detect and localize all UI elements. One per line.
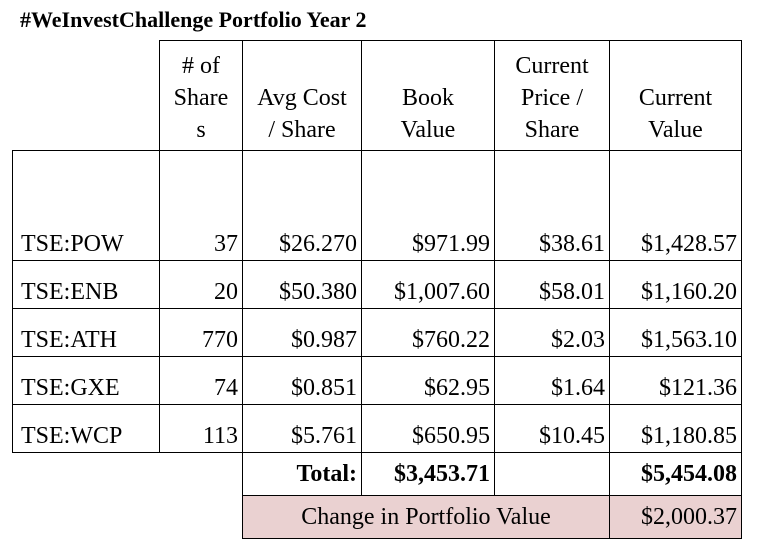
book-value-cell: $62.95 bbox=[361, 356, 495, 405]
header-current-value-line-2: Value bbox=[648, 117, 703, 143]
total-label: Total: bbox=[242, 452, 362, 496]
shares-cell: 37 bbox=[159, 150, 243, 261]
current-value-cell: $1,428.57 bbox=[609, 150, 742, 261]
current-value-cell: $1,180.85 bbox=[609, 404, 742, 453]
current-price-cell: $2.03 bbox=[494, 308, 610, 357]
header-shares-line-2: Share bbox=[173, 85, 229, 111]
book-value-cell: $1,007.60 bbox=[361, 260, 495, 309]
page-title: #WeInvestChallenge Portfolio Year 2 bbox=[20, 7, 367, 32]
header-current-price-line-2: Price / bbox=[521, 85, 583, 111]
change-row: Change in Portfolio Value $2,000.37 bbox=[13, 495, 742, 539]
current-value-cell: $1,160.20 bbox=[609, 260, 742, 309]
change-blank-cell bbox=[160, 496, 243, 539]
change-value: $2,000.37 bbox=[609, 495, 742, 539]
shares-cell: 113 bbox=[159, 404, 243, 453]
change-blank-cell bbox=[13, 496, 160, 539]
header-shares-line-1: # of bbox=[182, 53, 220, 79]
ticker-cell: TSE:ENB bbox=[12, 260, 160, 309]
header-current-price-line-1: Current bbox=[515, 53, 589, 79]
table-row: TSE:POW 37 $26.270 $971.99 $38.61 $1,428… bbox=[12, 150, 742, 261]
header-avg-cost-line-1: Avg Cost bbox=[257, 85, 347, 111]
ticker-cell: TSE:WCP bbox=[12, 404, 160, 453]
header-book-value-line-2: Value bbox=[400, 117, 456, 143]
total-book-value: $3,453.71 bbox=[361, 452, 495, 496]
book-value-cell: $760.22 bbox=[361, 308, 495, 357]
header-book-value: Book Value bbox=[361, 40, 495, 151]
header-current-price-line-3: Share bbox=[524, 117, 580, 143]
change-label: Change in Portfolio Value bbox=[242, 495, 610, 539]
shares-cell: 770 bbox=[159, 308, 243, 357]
total-current-value: $5,454.08 bbox=[609, 452, 742, 496]
ticker-cell: TSE:POW bbox=[12, 150, 160, 261]
header-shares: # of Share s bbox=[159, 40, 243, 151]
avg-cost-cell: $5.761 bbox=[242, 404, 362, 453]
avg-cost-cell: $50.380 bbox=[242, 260, 362, 309]
avg-cost-cell: $26.270 bbox=[242, 150, 362, 261]
table-row: TSE:ENB 20 $50.380 $1,007.60 $58.01 $1,1… bbox=[12, 260, 742, 309]
current-value-cell: $121.36 bbox=[609, 356, 742, 405]
current-price-cell: $10.45 bbox=[494, 404, 610, 453]
header-current-value: Current Value bbox=[609, 40, 742, 151]
table-row: TSE:WCP 113 $5.761 $650.95 $10.45 $1,180… bbox=[12, 404, 742, 453]
avg-cost-cell: $0.987 bbox=[242, 308, 362, 357]
header-shares-line-3: s bbox=[196, 117, 206, 143]
ticker-cell: TSE:GXE bbox=[12, 356, 160, 405]
shares-cell: 20 bbox=[159, 260, 243, 309]
ticker-cell: TSE:ATH bbox=[12, 308, 160, 357]
avg-cost-cell: $0.851 bbox=[242, 356, 362, 405]
header-current-price: Current Price / Share bbox=[494, 40, 610, 151]
book-value-cell: $971.99 bbox=[361, 150, 495, 261]
total-blank-cell bbox=[160, 453, 243, 496]
shares-cell: 74 bbox=[159, 356, 243, 405]
table-row: TSE:ATH 770 $0.987 $760.22 $2.03 $1,563.… bbox=[12, 308, 742, 357]
total-row: Total: $3,453.71 $5,454.08 bbox=[13, 452, 742, 496]
book-value-cell: $650.95 bbox=[361, 404, 495, 453]
table-row: TSE:GXE 74 $0.851 $62.95 $1.64 $121.36 bbox=[12, 356, 742, 405]
total-blank-cell bbox=[13, 453, 160, 496]
header-blank-cell bbox=[12, 40, 160, 151]
total-blank-price-cell bbox=[494, 452, 610, 496]
current-price-cell: $58.01 bbox=[494, 260, 610, 309]
header-avg-cost: Avg Cost / Share bbox=[242, 40, 362, 151]
header-row: # of Share s Avg Cost / Share Book Value… bbox=[12, 40, 742, 151]
header-avg-cost-line-2: / Share bbox=[268, 117, 336, 143]
portfolio-table: # of Share s Avg Cost / Share Book Value… bbox=[12, 40, 742, 539]
current-price-cell: $38.61 bbox=[494, 150, 610, 261]
current-value-cell: $1,563.10 bbox=[609, 308, 742, 357]
header-book-value-line-1: Book bbox=[401, 85, 454, 111]
current-price-cell: $1.64 bbox=[494, 356, 610, 405]
header-current-value-line-1: Current bbox=[638, 85, 713, 111]
